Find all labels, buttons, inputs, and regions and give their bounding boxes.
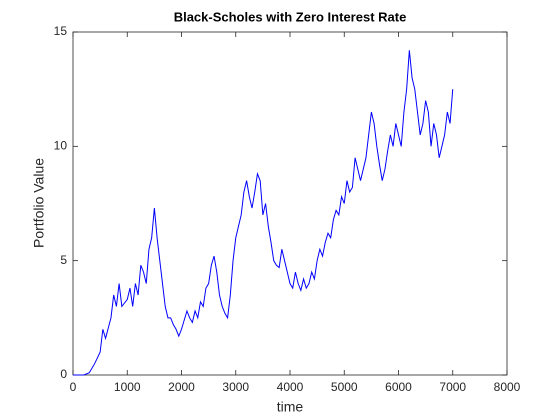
chart-title: Black-Scholes with Zero Interest Rate	[174, 9, 407, 24]
x-axis-label: time	[277, 399, 304, 415]
x-tick-label: 1000	[114, 380, 141, 394]
y-tick-label: 10	[54, 139, 68, 153]
x-tick-label: 2000	[168, 380, 195, 394]
data-line	[73, 50, 454, 376]
x-tick-label: 4000	[277, 380, 304, 394]
x-tick-label: 6000	[385, 380, 412, 394]
x-tick-label: 8000	[494, 380, 521, 394]
x-tick-label: 7000	[439, 380, 466, 394]
y-tick-label: 0	[60, 367, 67, 381]
x-tick-label: 0	[70, 380, 77, 394]
y-tick-label: 15	[54, 24, 68, 38]
y-axis-label: Portfolio Value	[31, 158, 47, 248]
y-tick-label: 5	[60, 253, 67, 267]
plot-frame	[72, 31, 508, 376]
x-tick-label: 3000	[222, 380, 249, 394]
x-tick-label: 5000	[331, 380, 358, 394]
